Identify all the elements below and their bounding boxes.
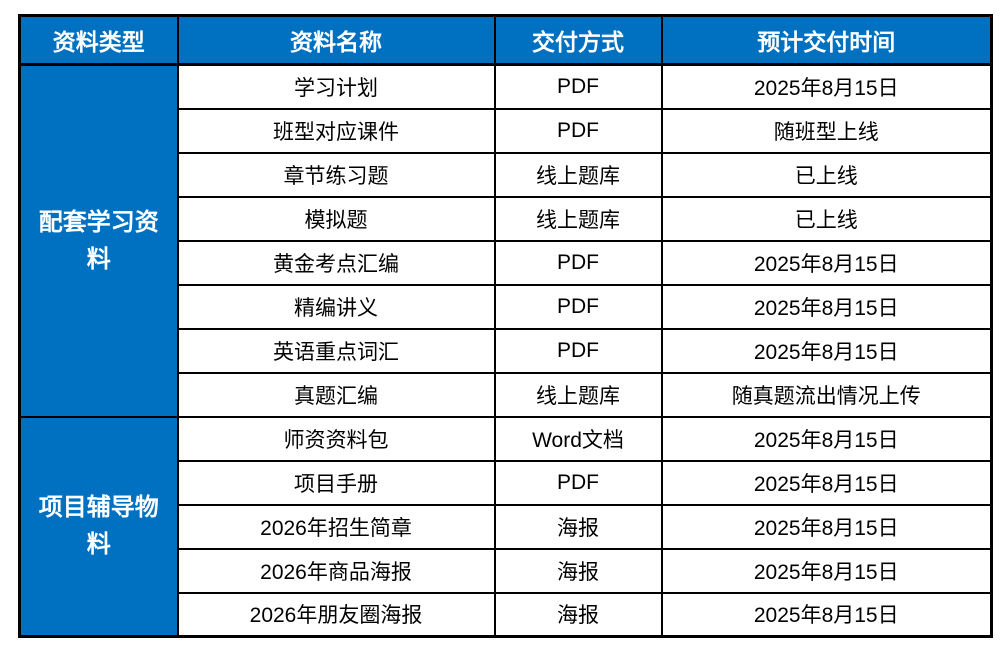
table-row: 班型对应课件 PDF 随班型上线 xyxy=(20,107,993,154)
material-name-cell: 真题汇编 xyxy=(176,371,496,418)
delivery-method-cell: PDF xyxy=(493,283,663,330)
table-row: 项目辅导物料 师资资料包 Word文档 2025年8月15日 xyxy=(18,415,993,638)
table-row: 英语重点词汇 PDF 2025年8月15日 xyxy=(20,327,993,374)
material-name-cell: 黄金考点汇编 xyxy=(176,239,496,286)
delivery-time-cell: 2025年8月15日 xyxy=(660,547,993,594)
delivery-method-cell: 海报 xyxy=(493,503,663,550)
material-name-cell: 班型对应课件 xyxy=(176,107,496,154)
material-name-cell: 师资资料包 xyxy=(176,415,496,462)
delivery-method-cell: 海报 xyxy=(493,591,663,638)
delivery-method-cell: 线上题库 xyxy=(493,195,663,242)
material-name-cell: 2026年招生简章 xyxy=(176,503,496,550)
table-row: 2026年商品海报 海报 2025年8月15日 xyxy=(20,547,993,594)
header-material-type: 资料类型 xyxy=(18,14,179,66)
table-row: 黄金考点汇编 PDF 2025年8月15日 xyxy=(20,239,993,286)
table-body: 配套学习资料 学习计划 PDF 2025年8月15日 班型对应课件 PDF 随班型上线 章节练… xyxy=(18,63,993,638)
delivery-method-cell: PDF xyxy=(493,239,663,286)
header-material-name: 资料名称 xyxy=(176,14,496,66)
delivery-time-cell: 2025年8月15日 xyxy=(660,591,993,638)
materials-table-container: 资料类型 资料名称 交付方式 预计交付时间 配套学习资料 学习计划 PDF 2025年… xyxy=(18,14,993,638)
table-row: 精编讲义 PDF 2025年8月15日 xyxy=(20,283,993,330)
materials-table: 资料类型 资料名称 交付方式 预计交付时间 配套学习资料 学习计划 PDF 2025年… xyxy=(18,14,993,638)
delivery-time-cell: 2025年8月15日 xyxy=(660,63,993,110)
material-name-cell: 学习计划 xyxy=(176,63,496,110)
material-name-cell: 2026年朋友圈海报 xyxy=(176,591,496,638)
delivery-time-cell: 2025年8月15日 xyxy=(660,283,993,330)
delivery-time-cell: 已上线 xyxy=(660,195,993,242)
table-row: 2026年招生简章 海报 2025年8月15日 xyxy=(20,503,993,550)
material-name-cell: 精编讲义 xyxy=(176,283,496,330)
table-header: 资料类型 资料名称 交付方式 预计交付时间 xyxy=(18,14,993,66)
delivery-method-cell: 海报 xyxy=(493,547,663,594)
table-row: 2026年朋友圈海报 海报 2025年8月15日 xyxy=(20,591,993,638)
header-delivery-time: 预计交付时间 xyxy=(660,14,993,66)
header-delivery-method: 交付方式 xyxy=(493,14,663,66)
delivery-method-cell: PDF xyxy=(493,459,663,506)
delivery-time-cell: 2025年8月15日 xyxy=(660,503,993,550)
material-name-cell: 英语重点词汇 xyxy=(176,327,496,374)
delivery-time-cell: 2025年8月15日 xyxy=(660,415,993,462)
category-cell: 配套学习资料 xyxy=(18,63,179,418)
delivery-method-cell: PDF xyxy=(493,327,663,374)
table-row: 配套学习资料 学习计划 PDF 2025年8月15日 xyxy=(18,63,993,418)
delivery-time-cell: 随班型上线 xyxy=(660,107,993,154)
table-row: 真题汇编 线上题库 随真题流出情况上传 xyxy=(20,371,993,418)
table-row: 章节练习题 线上题库 已上线 xyxy=(20,151,993,198)
delivery-method-cell: 线上题库 xyxy=(493,151,663,198)
material-name-cell: 项目手册 xyxy=(176,459,496,506)
category-cell: 项目辅导物料 xyxy=(18,415,179,638)
header-row: 资料类型 资料名称 交付方式 预计交付时间 xyxy=(18,14,993,66)
material-name-cell: 2026年商品海报 xyxy=(176,547,496,594)
material-name-cell: 章节练习题 xyxy=(176,151,496,198)
material-name-cell: 模拟题 xyxy=(176,195,496,242)
delivery-time-cell: 已上线 xyxy=(660,151,993,198)
delivery-method-cell: PDF xyxy=(493,63,663,110)
delivery-time-cell: 随真题流出情况上传 xyxy=(660,371,993,418)
table-row: 模拟题 线上题库 已上线 xyxy=(20,195,993,242)
delivery-method-cell: 线上题库 xyxy=(493,371,663,418)
delivery-time-cell: 2025年8月15日 xyxy=(660,327,993,374)
delivery-time-cell: 2025年8月15日 xyxy=(660,239,993,286)
table-row: 项目手册 PDF 2025年8月15日 xyxy=(20,459,993,506)
delivery-method-cell: PDF xyxy=(493,107,663,154)
delivery-method-cell: Word文档 xyxy=(493,415,663,462)
delivery-time-cell: 2025年8月15日 xyxy=(660,459,993,506)
